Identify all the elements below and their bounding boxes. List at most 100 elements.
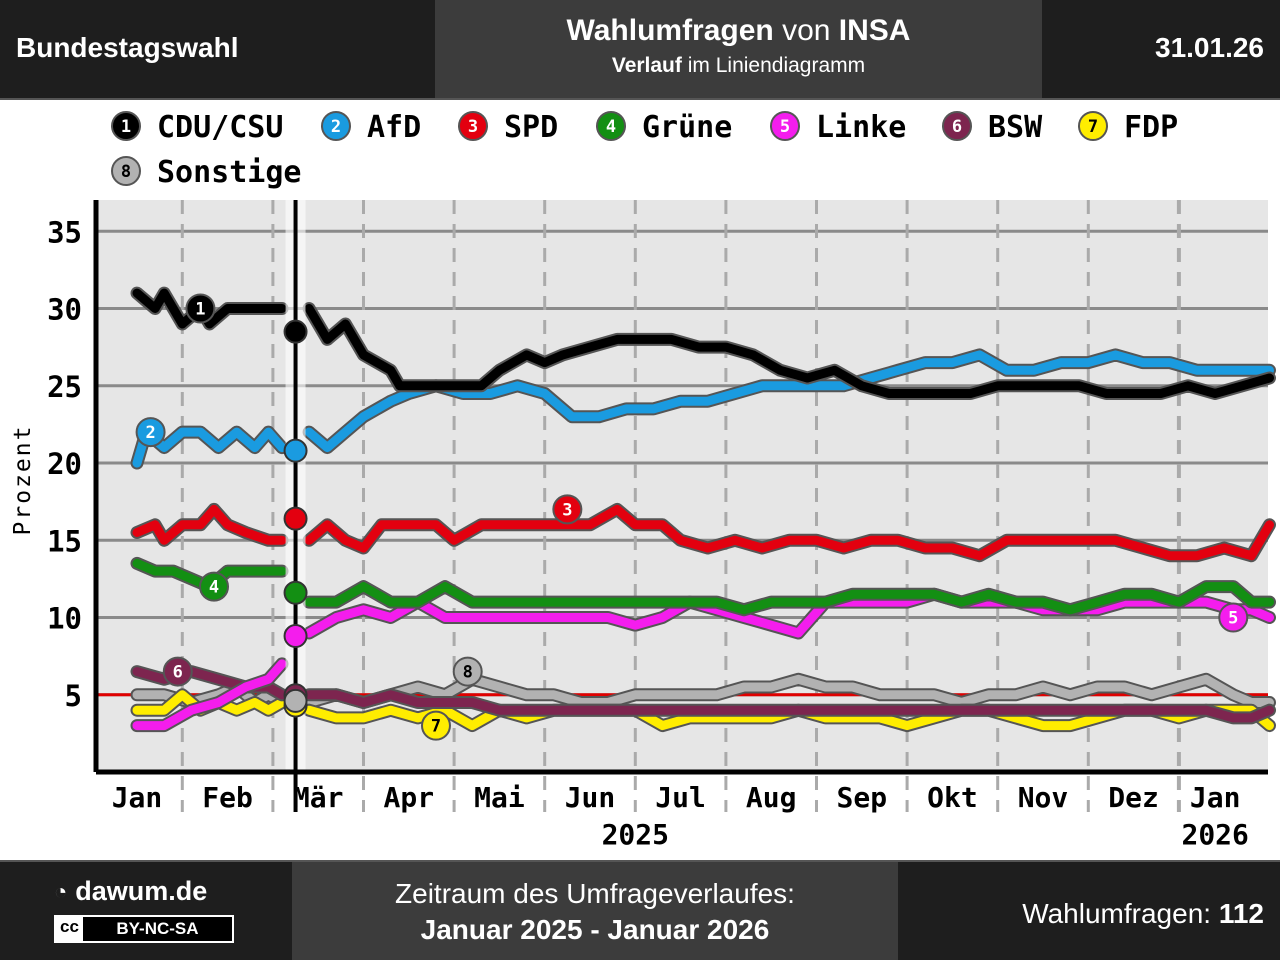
year-label: 2025 <box>602 818 669 851</box>
election-result-1 <box>283 319 308 344</box>
period-label: Zeitraum des Umfrageverlaufes: <box>395 878 795 909</box>
poll-count: Wahlumfragen: 112 <box>1022 898 1264 930</box>
footer-bar: ◔ dawum.de cc BY-NC-SA Zeitraum des Umfrag… <box>0 860 1280 960</box>
period-box: Zeitraum des Umfrageverlaufes: Januar 20… <box>292 862 898 960</box>
election-result-2 <box>283 438 308 463</box>
x-tick-label: Apr <box>384 781 435 814</box>
year-label: 2026 <box>1181 818 1248 851</box>
legend-number-2: 2 <box>331 117 341 137</box>
x-tick-label: Jan <box>1190 781 1241 814</box>
legend-label-5: Linke <box>816 110 906 145</box>
legend-label-2: AfD <box>367 110 421 145</box>
legend-number-4: 4 <box>606 117 616 137</box>
series-label-marker-4 <box>199 571 230 602</box>
series-line-6 <box>132 667 287 700</box>
poll-line-chart: 1 CDU/CSU 2 AfD 3 SPD 4 Grüne 5 Linke 6 BSW 7 FDP 8 Son… <box>10 110 1276 851</box>
series-label-marker-1 <box>185 293 216 324</box>
legend-marker-4 <box>596 111 626 141</box>
legend-marker-5 <box>770 111 800 141</box>
series-line-5 <box>132 659 287 731</box>
election-result-5 <box>283 624 308 649</box>
legend-number-3: 3 <box>468 117 478 137</box>
series-label-marker-7 <box>420 710 451 741</box>
series-label-marker-2 <box>135 417 166 448</box>
y-axis-title: Prozent <box>10 425 36 536</box>
series-label-marker-5 <box>1218 602 1249 633</box>
period-value: Januar 2025 - Januar 2026 <box>420 914 770 945</box>
election-name: Bundestagswahl <box>16 32 239 63</box>
title-bold-2: INSA <box>838 14 911 47</box>
y-tick-label: 10 <box>47 602 82 636</box>
legend-marker-3 <box>458 111 488 141</box>
legend-marker-1 <box>111 111 141 141</box>
election-result-8 <box>283 688 308 713</box>
x-tick-label: Aug <box>746 781 797 814</box>
series-line-6 <box>304 690 1274 723</box>
poll-count-value: 112 <box>1218 898 1264 929</box>
series-label-marker-6 <box>162 656 193 687</box>
legend-number-1: 1 <box>121 117 131 137</box>
x-tick-label: Feb <box>202 781 253 814</box>
x-tick-label: Jun <box>565 781 616 814</box>
legend-marker-6 <box>942 111 972 141</box>
x-tick-label: Dez <box>1108 781 1159 814</box>
header-bar: Bundestagswahl Wahlumfragen von INSA Ver… <box>0 0 1280 100</box>
legend-number-7: 7 <box>1088 117 1098 137</box>
election-result-3 <box>283 506 308 531</box>
series-line-3 <box>132 504 287 545</box>
pie-logo-icon: ◔ <box>54 878 68 904</box>
legend-marker-8 <box>111 156 141 186</box>
series-line-1 <box>304 304 1274 398</box>
subtitle-bold: Verlauf <box>611 54 682 77</box>
brand-name[interactable]: dawum.de <box>75 876 208 906</box>
legend-label-1: CDU/CSU <box>157 110 283 145</box>
series-label-number-5: 5 <box>1228 609 1238 629</box>
series-label-number-8: 8 <box>463 663 473 683</box>
legend-label-7: FDP <box>1124 110 1178 145</box>
series-label-number-4: 4 <box>209 578 219 598</box>
legend-marker-7 <box>1078 111 1108 141</box>
date-label: 31.01.26 <box>1155 32 1264 63</box>
x-tick-label: Jul <box>655 781 706 814</box>
y-tick-label: 15 <box>47 524 82 558</box>
series-label-number-7: 7 <box>431 717 441 737</box>
y-tick-label: 5 <box>65 679 82 713</box>
legend-marker-2 <box>321 111 351 141</box>
legend-label-3: SPD <box>504 110 558 145</box>
y-tick-label: 30 <box>47 293 82 327</box>
series-line-4 <box>304 582 1274 615</box>
license-badge[interactable]: cc BY-NC-SA <box>54 915 234 943</box>
legend-number-8: 8 <box>121 162 131 182</box>
election-result-4 <box>283 580 308 605</box>
plot-area: 5 10 15 2025 30 35 1 2 3 4 5 6 7 8 Jan Feb Mär Apr Mai Jun J… <box>10 200 1276 851</box>
series-line-3 <box>304 504 1274 561</box>
series-label-number-2: 2 <box>145 423 155 443</box>
x-tick-label: Sep <box>837 781 888 814</box>
title-bold-1: Wahlumfragen <box>566 14 774 47</box>
brand-block: ◔ dawum.de cc BY-NC-SA <box>54 876 234 943</box>
y-tick-label: 35 <box>47 215 82 249</box>
legend-number-5: 5 <box>780 117 790 137</box>
poll-count-label: Wahlumfragen: <box>1022 898 1219 929</box>
legend-label-4: Grüne <box>642 110 732 145</box>
series-label-number-1: 1 <box>195 300 205 320</box>
title-box: Wahlumfragen von INSA Verlauf im Liniend… <box>435 0 1042 98</box>
x-tick-label: Jan <box>112 781 163 814</box>
license-text: BY-NC-SA <box>82 917 232 941</box>
cc-icon: cc <box>56 917 83 941</box>
series-label-marker-3 <box>552 494 583 525</box>
legend-number-6: 6 <box>952 117 962 137</box>
series-label-marker-8 <box>452 656 483 687</box>
legend-label-8: Sonstige <box>157 155 302 190</box>
title-mid: von <box>773 14 839 47</box>
x-tick-label: Mär <box>293 781 344 814</box>
subtitle-rest: im Liniendiagramm <box>681 54 866 77</box>
series-label-number-3: 3 <box>562 500 572 520</box>
legend: 1 CDU/CSU 2 AfD 3 SPD 4 Grüne 5 Linke 6 BSW 7 FDP 8 Son… <box>111 110 1178 190</box>
x-tick-label: Nov <box>1018 781 1069 814</box>
x-tick-label: Okt <box>927 781 978 814</box>
series-label-number-6: 6 <box>173 663 183 683</box>
series-line-5 <box>304 589 1274 638</box>
x-tick-label: Mai <box>474 781 525 814</box>
y-tick-label: 20 <box>47 447 82 481</box>
